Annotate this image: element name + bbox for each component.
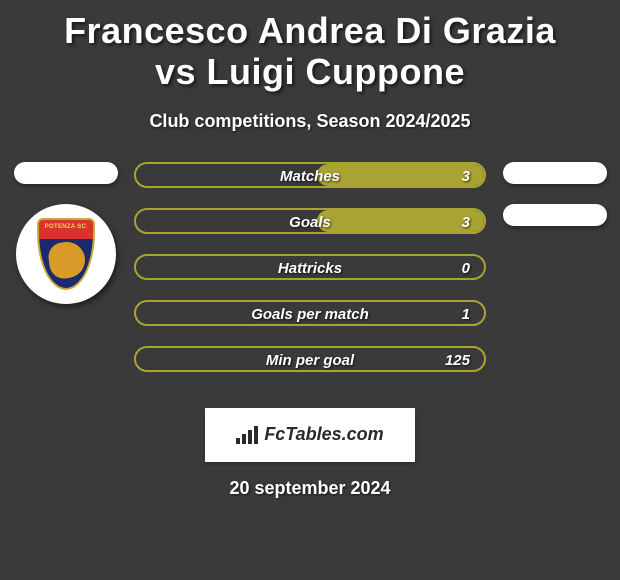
bar-chart-icon	[236, 426, 258, 444]
player-left-column: POTENZA SC	[8, 162, 123, 304]
stat-bar: Goals per match1	[134, 300, 486, 326]
brand-box: FcTables.com	[205, 408, 415, 462]
brand-text: FcTables.com	[264, 424, 383, 445]
stat-value-right: 3	[462, 164, 470, 186]
date-text: 20 september 2024	[0, 478, 620, 499]
player-right-column	[497, 162, 612, 240]
page-title: Francesco Andrea Di Grazia vs Luigi Cupp…	[0, 0, 620, 93]
stat-value-right: 125	[445, 348, 470, 370]
stat-bar: Goals3	[134, 208, 486, 234]
subtitle: Club competitions, Season 2024/2025	[0, 111, 620, 132]
stat-label: Goals	[136, 210, 484, 232]
stat-value-right: 3	[462, 210, 470, 232]
player-right-name-pill-1	[503, 162, 607, 184]
stat-value-right: 1	[462, 302, 470, 324]
comparison-content: POTENZA SC Matches3Goals3Hattricks0Goals…	[0, 162, 620, 402]
stat-label: Goals per match	[136, 302, 484, 324]
stat-bar: Hattricks0	[134, 254, 486, 280]
club-badge-icon: POTENZA SC	[37, 218, 95, 290]
stat-label: Hattricks	[136, 256, 484, 278]
stat-value-right: 0	[462, 256, 470, 278]
player-left-avatar: POTENZA SC	[16, 204, 116, 304]
stat-label: Matches	[136, 164, 484, 186]
stats-column: Matches3Goals3Hattricks0Goals per match1…	[134, 162, 486, 392]
stat-bar: Matches3	[134, 162, 486, 188]
player-right-name-pill-2	[503, 204, 607, 226]
player-left-name-pill	[14, 162, 118, 184]
stat-bar: Min per goal125	[134, 346, 486, 372]
stat-label: Min per goal	[136, 348, 484, 370]
